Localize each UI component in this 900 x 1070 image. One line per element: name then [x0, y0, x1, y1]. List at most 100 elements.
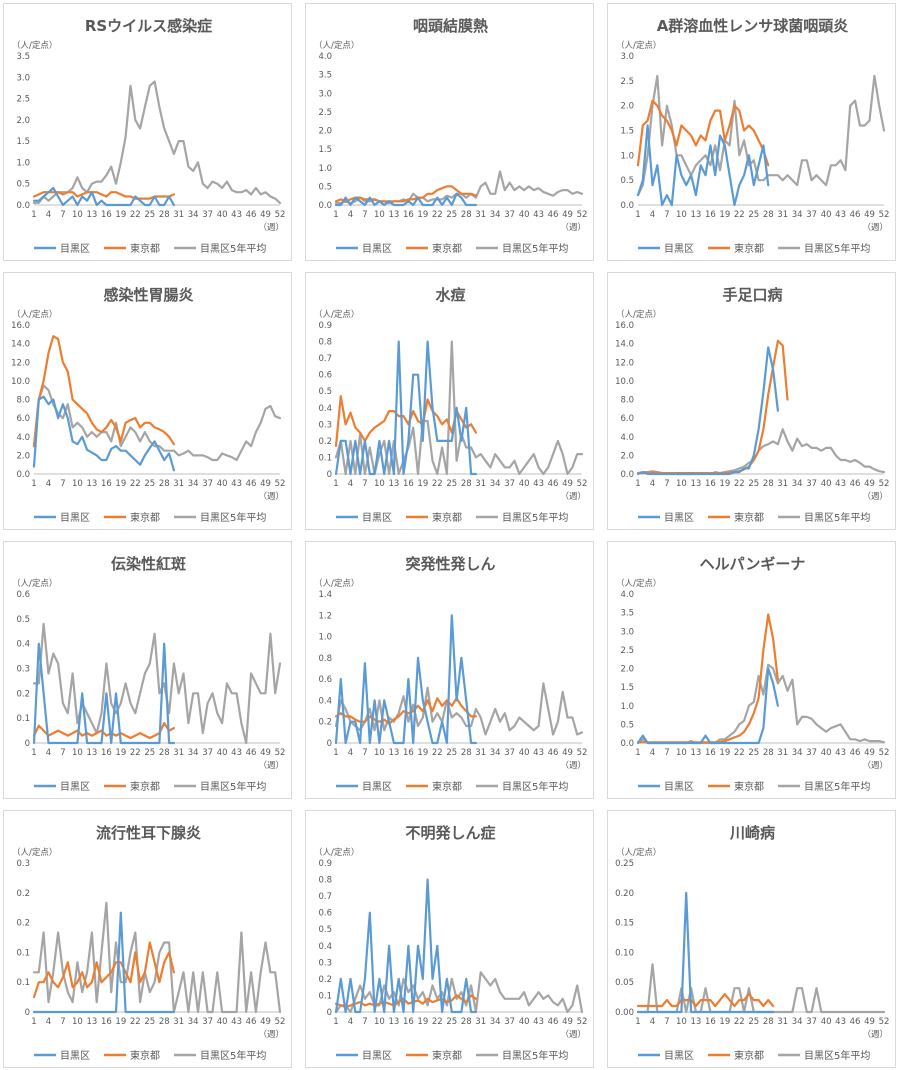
x-tick-label: 31 — [475, 748, 486, 758]
y-tick-label: 1.5 — [318, 145, 332, 155]
y-tick-label: 0.5 — [620, 720, 634, 730]
x-tick-label: 19 — [115, 210, 126, 220]
x-tick-label: 52 — [275, 1017, 286, 1027]
y-tick-label: 2.0 — [620, 102, 634, 112]
x-tick-label: 52 — [879, 210, 890, 220]
x-tick-label: 31 — [777, 210, 788, 220]
y-tick-label: 0 — [327, 470, 332, 480]
x-tick-label: 37 — [806, 479, 817, 489]
x-tick-label: 7 — [60, 748, 65, 758]
series-line-meguro — [636, 124, 770, 207]
x-tick-label: 16 — [403, 748, 414, 758]
x-tick-label: 16 — [101, 1017, 112, 1027]
x-tick-label: 52 — [275, 479, 286, 489]
y-tick-label: 0.9 — [318, 321, 332, 331]
x-tick-label: 46 — [548, 1017, 559, 1027]
x-tick-label: 52 — [275, 748, 286, 758]
legend-label: 東京都 — [734, 780, 764, 793]
x-tick-label: 7 — [664, 748, 669, 758]
x-tick-label: 25 — [748, 1017, 759, 1027]
x-tick-label: 19 — [719, 479, 730, 489]
x-tick-label: 43 — [231, 479, 242, 489]
x-tick-label: 22 — [130, 479, 141, 489]
week-label: （週） — [258, 491, 284, 502]
x-tick-label: 43 — [231, 210, 242, 220]
x-tick-label: 10 — [374, 748, 385, 758]
y-tick-label: 1.0 — [620, 151, 634, 161]
x-tick-label: 22 — [130, 1017, 141, 1027]
y-tick-label: 0.5 — [318, 925, 332, 935]
x-tick-label: 19 — [719, 210, 730, 220]
x-tick-label: 31 — [475, 1017, 486, 1027]
legend-label: 目黒区5年平均 — [200, 780, 266, 793]
x-tick-label: 10 — [676, 479, 687, 489]
y-tick-label: 0.3 — [318, 958, 332, 968]
x-tick-label: 19 — [417, 210, 428, 220]
x-tick-label: 4 — [650, 210, 655, 220]
x-tick-label: 52 — [577, 479, 588, 489]
y-tick-label: 0.5 — [16, 180, 30, 190]
y-tick-label: 0.2 — [16, 919, 30, 929]
x-tick-label: 37 — [202, 1017, 213, 1027]
x-tick-label: 43 — [231, 1017, 242, 1027]
legend-label: 目黒区 — [60, 512, 90, 524]
x-tick-label: 1 — [31, 1017, 36, 1027]
series-line-tokyo — [32, 191, 175, 200]
y-tick-label: 1.0 — [318, 164, 332, 174]
x-tick-label: 1 — [635, 210, 640, 220]
y-tick-label: 0.2 — [318, 718, 332, 728]
chart-panel: 手足口病 （人/定点） 0.0 2.0 4.0 6.0 8.0 10.0 12.0 14.0 16.… — [607, 272, 896, 530]
x-tick-label: 16 — [705, 1017, 716, 1027]
series-line-tokyo — [334, 994, 477, 1009]
y-tick-label: 0.1 — [16, 714, 30, 724]
x-tick-label: 43 — [533, 1017, 544, 1027]
y-tick-label: 10.0 — [11, 377, 30, 387]
x-tick-label: 31 — [777, 748, 788, 758]
y-tick-label: 2.0 — [16, 451, 30, 461]
x-tick-label: 43 — [835, 1017, 846, 1027]
x-tick-label: 7 — [664, 479, 669, 489]
x-tick-label: 34 — [188, 210, 199, 220]
series-line-meguro — [334, 192, 477, 207]
y-tick-label: 0.6 — [318, 371, 332, 381]
series-line-tokyo — [636, 339, 789, 475]
series-line-meguro — [636, 891, 775, 1014]
series-line-tokyo — [32, 335, 175, 448]
legend-label: 目黒区5年平均 — [804, 1049, 870, 1062]
x-tick-label: 28 — [461, 479, 472, 489]
y-tick-label: 0.0 — [318, 201, 332, 211]
x-tick-label: 52 — [879, 479, 890, 489]
x-tick-label: 37 — [806, 748, 817, 758]
legend-label: 目黒区 — [60, 243, 90, 255]
x-tick-label: 19 — [115, 748, 126, 758]
x-tick-label: 13 — [86, 479, 97, 489]
x-tick-label: 49 — [260, 748, 271, 758]
chart-panel: 伝染性紅斑 （人/定点） 0 0.1 0.2 0.3 0.4 0.5 0.6 1 4 7 10 13 16 1… — [3, 541, 292, 799]
y-tick-label: 0.2 — [16, 889, 30, 899]
y-tick-label: 0 — [327, 739, 332, 749]
chart-panel: A群溶血性レンサ球菌咽頭炎 （人/定点） 0.0 0.5 1.0 1.5 2.0 2.5 3.0… — [607, 3, 896, 261]
line-chart: 不明発しん症 （人/定点） 0 0.1 0.2 0.3 0.4 0.5 0.6 0.7 0.8 0.9… — [314, 824, 587, 1062]
y-tick-label: 1.4 — [318, 590, 332, 600]
x-tick-label: 52 — [577, 210, 588, 220]
series-line-tokyo — [334, 185, 477, 203]
series-line-avg — [32, 80, 282, 204]
x-tick-label: 46 — [850, 479, 861, 489]
x-tick-label: 4 — [46, 479, 51, 489]
y-tick-label: 0.6 — [318, 909, 332, 919]
x-tick-label: 10 — [374, 1017, 385, 1027]
x-tick-label: 4 — [348, 1017, 353, 1027]
y-tick-label: 0.1 — [16, 948, 30, 958]
x-tick-label: 4 — [650, 479, 655, 489]
y-tick-label: 0.2 — [318, 437, 332, 447]
x-tick-label: 37 — [504, 748, 515, 758]
chart-title: RSウイルス感染症 — [85, 17, 212, 35]
y-tick-label: 3.5 — [318, 71, 332, 81]
x-tick-label: 4 — [46, 748, 51, 758]
chart-title: 感染性胃腸炎 — [103, 286, 193, 304]
y-tick-label: 0.0 — [16, 201, 30, 211]
y-tick-label: 0.3 — [16, 665, 30, 675]
legend-label: 目黒区5年平均 — [200, 242, 266, 255]
x-tick-label: 25 — [748, 748, 759, 758]
week-label: （週） — [560, 760, 586, 771]
